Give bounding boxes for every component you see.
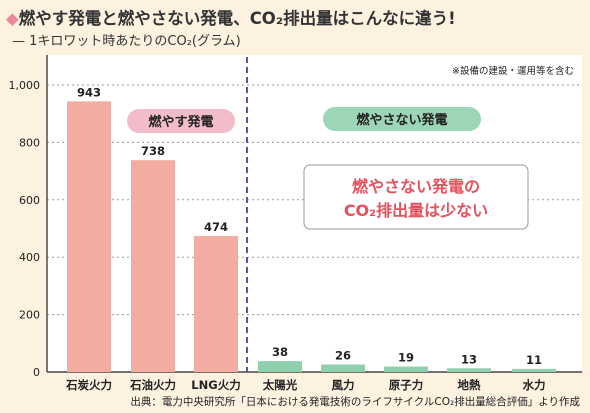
data-label: 13 xyxy=(461,352,477,366)
bar-風力 xyxy=(321,364,365,372)
chart-title-text: 燃やす発電と燃やさない発電、CO₂排出量はこんなに違う! xyxy=(18,9,456,28)
bar-地熱 xyxy=(447,368,491,372)
data-label: 474 xyxy=(204,220,228,234)
bar-LNG火力 xyxy=(194,235,238,372)
x-tick-label: 石炭火力 xyxy=(65,378,112,392)
x-tick-label: 原子力 xyxy=(389,378,424,392)
y-tick-label: 1,000 xyxy=(9,79,41,92)
y-tick-label: 0 xyxy=(33,366,40,379)
data-label: 26 xyxy=(335,349,351,363)
x-tick-label: 水力 xyxy=(523,378,546,392)
data-label: 19 xyxy=(398,351,414,365)
callout-box xyxy=(303,164,529,230)
x-tick-label: 太陽光 xyxy=(262,378,298,392)
bar-太陽光 xyxy=(258,361,302,372)
source-note: 出典：電力中央研究所「日本における発電技術のライフサイクルCO₂排出量総合評価」… xyxy=(130,396,580,408)
y-tick-label: 200 xyxy=(19,309,40,322)
group-badge-label: 燃やさない発電 xyxy=(356,112,447,128)
bar-水力 xyxy=(512,368,556,372)
bar-原子力 xyxy=(384,366,428,372)
data-label: 11 xyxy=(526,353,542,367)
x-tick-label: 地熱 xyxy=(458,378,481,392)
diamond-icon: ◆ xyxy=(6,9,19,28)
y-tick-label: 600 xyxy=(19,194,40,207)
group-badge-1 xyxy=(323,107,481,131)
x-tick-label: 石油火力 xyxy=(129,378,176,392)
bar-石炭火力 xyxy=(67,101,111,372)
chart-subtitle: — 1キロワット時あたりのCO₂(グラム) xyxy=(12,34,241,49)
construction-note: ※設備の建設・運用等を含む xyxy=(452,65,574,77)
group-badge-0 xyxy=(127,109,235,133)
y-tick-label: 400 xyxy=(19,251,40,264)
data-label: 943 xyxy=(77,85,101,99)
data-label: 738 xyxy=(141,144,165,158)
y-tick-label: 800 xyxy=(19,136,40,149)
callout-line: CO₂排出量は少ない xyxy=(344,201,488,220)
chart-title: ◆燃やす発電と燃やさない発電、CO₂排出量はこんなに違う! xyxy=(6,5,456,29)
group-badge-label: 燃やす発電 xyxy=(148,114,213,130)
x-tick-label: 風力 xyxy=(332,378,355,392)
callout-line: 燃やさない発電の xyxy=(352,177,480,196)
data-label: 38 xyxy=(272,345,288,359)
bar-石油火力 xyxy=(131,160,175,372)
x-tick-label: LNG火力 xyxy=(191,378,240,392)
